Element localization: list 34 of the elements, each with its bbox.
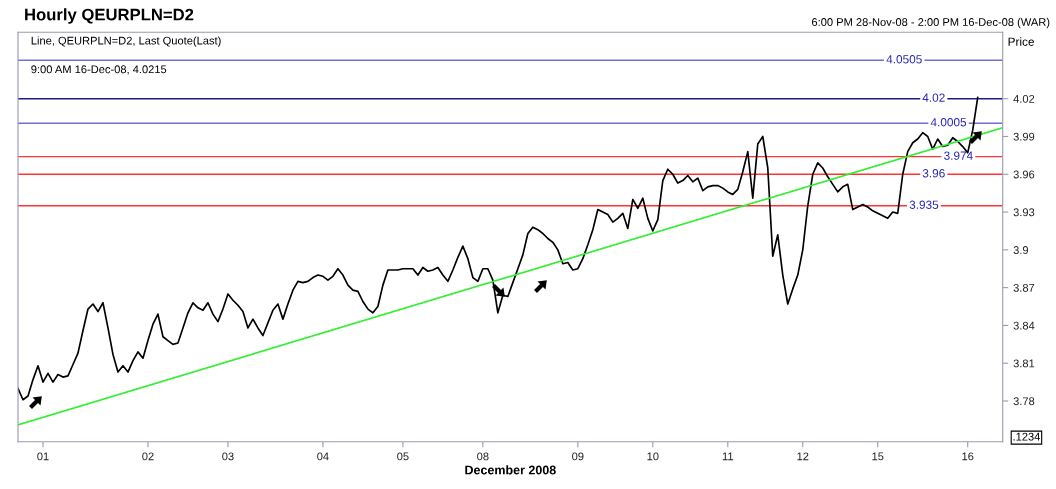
- y-axis-title: Price: [1008, 37, 1034, 46]
- x-tick-label: 09: [572, 452, 584, 461]
- x-tick-label: 02: [142, 452, 154, 461]
- x-tick-label: 15: [872, 452, 884, 461]
- y-tick-label: 4.02: [1013, 94, 1035, 103]
- x-tick-label: 11: [722, 452, 734, 461]
- ref-line-label: 4.0505: [886, 55, 922, 64]
- y-tick-label: 3.78: [1013, 397, 1035, 406]
- y-tick-label: 3.84: [1013, 321, 1035, 330]
- x-tick-label: 03: [222, 452, 234, 461]
- y-tick-label: 3.93: [1013, 208, 1035, 217]
- y-tick-label: 3.9: [1013, 246, 1029, 254]
- annotation: 9:00 AM 16-Dec-08, 4.0215: [31, 65, 167, 75]
- y-tick-label: 3.96: [1013, 170, 1035, 179]
- chart-subtitle: 6:00 PM 28-Nov-08 - 2:00 PM 16-Dec-08 (WAR): [812, 17, 1050, 29]
- y-tick-label: 3.81: [1013, 359, 1035, 368]
- x-tick-label: 16: [962, 452, 974, 461]
- ref-line-label: 3.96: [922, 169, 945, 178]
- chart-title: Hourly QEURPLN=D2: [25, 8, 194, 24]
- ref-line-label: 3.935: [909, 200, 939, 209]
- x-tick-label: 12: [797, 452, 809, 461]
- x-tick-label: 08: [477, 452, 489, 461]
- ref-line-label: 4.0005: [930, 118, 967, 127]
- y-tick-label: 3.87: [1013, 283, 1035, 292]
- x-tick-label: 01: [37, 452, 49, 461]
- annotation: Line, QEURPLN=D2, Last Quote(Last): [31, 36, 221, 47]
- y-tick-label: 3.99: [1013, 132, 1035, 141]
- ref-line-label: 3.974: [944, 151, 973, 160]
- x-axis-title: December 2008: [465, 465, 556, 475]
- x-tick-label: 05: [397, 452, 409, 461]
- ref-line-label: 4.02: [922, 93, 945, 102]
- x-tick-label: 04: [317, 452, 329, 461]
- x-tick-label: 10: [647, 452, 659, 461]
- text: .1234: [1013, 432, 1041, 441]
